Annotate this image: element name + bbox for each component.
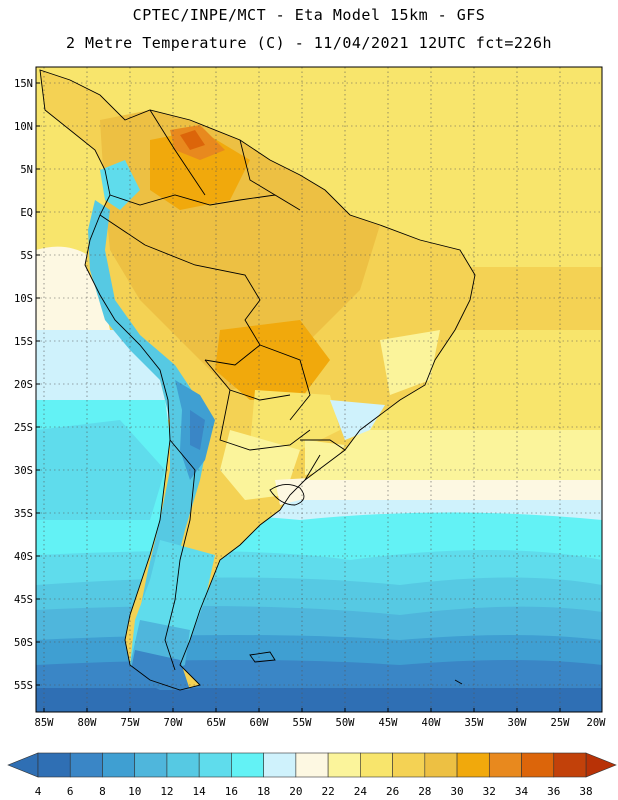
lon-label: 45W [379, 717, 399, 729]
colorbar-swatch [134, 752, 168, 778]
colorbar-label: 30 [450, 785, 463, 798]
coastlines-and-borders [39, 69, 476, 691]
colorbar-swatch [231, 752, 264, 778]
colorbar-swatch [69, 752, 103, 778]
colorbar-swatch [521, 752, 555, 778]
colorbar-label: 26 [386, 785, 399, 798]
colorbar-swatch [327, 752, 361, 778]
colorbar-swatch [488, 752, 522, 778]
lat-label: 15N [14, 78, 33, 90]
colorbar-swatch [263, 752, 297, 778]
latitude-labels: 15N 10N 5N EQ 5S 10S 15S 20S 25S 30S 35S… [14, 78, 33, 692]
lat-label: 35S [14, 508, 33, 520]
colorbar-label: 36 [547, 785, 560, 798]
temperature-field [36, 67, 602, 712]
colorbar-label: 8 [99, 785, 106, 798]
colorbar-label: 32 [483, 785, 496, 798]
colorbar-label: 28 [418, 785, 431, 798]
lat-label: 30S [14, 465, 33, 477]
chart-subtitle: 2 Metre Temperature (C) - 11/04/2021 12U… [65, 34, 553, 52]
lat-label: 20S [14, 379, 33, 391]
longitude-labels: 85W 80W 75W 70W 65W 60W 55W 50W 45W 40W … [35, 717, 607, 729]
lon-label: 85W [35, 717, 55, 729]
colorbar-swatch [198, 752, 232, 778]
lon-label: 70W [164, 717, 184, 729]
colorbar-label: 16 [225, 785, 238, 798]
colorbar-label: 10 [128, 785, 141, 798]
lat-label: 50S [14, 637, 33, 649]
colorbar-label: 18 [257, 785, 270, 798]
colorbar-label: 12 [160, 785, 173, 798]
colorbar-swatch [360, 752, 393, 778]
axis-ticks [36, 82, 561, 712]
colorbar-swatch [424, 752, 458, 778]
colorbar-label: 22 [321, 785, 334, 798]
colorbar-swatch [166, 752, 200, 778]
lat-label: EQ [20, 207, 33, 219]
colorbar-label: 24 [354, 785, 368, 798]
lon-label: 60W [250, 717, 270, 729]
colorbar-swatch [456, 752, 490, 778]
colorbar-label: 20 [289, 785, 302, 798]
lon-label: 80W [78, 717, 98, 729]
colorbar-swatch [37, 752, 71, 778]
colorbar-swatch [102, 752, 136, 778]
lat-label: 10S [14, 293, 33, 305]
lon-label: 65W [207, 717, 227, 729]
lat-label: 55S [14, 680, 33, 692]
lon-label: 40W [422, 717, 442, 729]
colorbar: 4 6 8 10 12 14 16 18 20 22 24 26 28 30 32 34 36 38 [7, 752, 617, 798]
lon-label: 20W [587, 717, 607, 729]
lat-label: 10N [14, 121, 33, 133]
colorbar-label: 6 [67, 785, 74, 798]
chart-title: CPTEC/INPE/MCT - Eta Model 15km - GFS [132, 6, 486, 24]
colorbar-label: 34 [515, 785, 529, 798]
lat-label: 15S [14, 336, 33, 348]
colorbar-label: 38 [579, 785, 592, 798]
lon-label: 30W [508, 717, 528, 729]
colorbar-label: 4 [35, 785, 42, 798]
map-frame [35, 66, 603, 713]
lat-label: 5N [20, 164, 33, 176]
lat-label: 25S [14, 422, 33, 434]
lon-label: 55W [293, 717, 313, 729]
lon-label: 75W [121, 717, 141, 729]
lat-label: 40S [14, 551, 33, 563]
lon-label: 50W [336, 717, 356, 729]
colorbar-swatch [295, 752, 329, 778]
colorbar-swatch [553, 752, 587, 778]
lat-label: 45S [14, 594, 33, 606]
colorbar-low-arrow [7, 752, 39, 778]
lon-label: 25W [551, 717, 571, 729]
lon-label: 35W [465, 717, 485, 729]
colorbar-label: 14 [193, 785, 207, 798]
lat-label: 5S [20, 250, 33, 262]
colorbar-swatch [392, 752, 426, 778]
colorbar-high-arrow [585, 752, 617, 778]
